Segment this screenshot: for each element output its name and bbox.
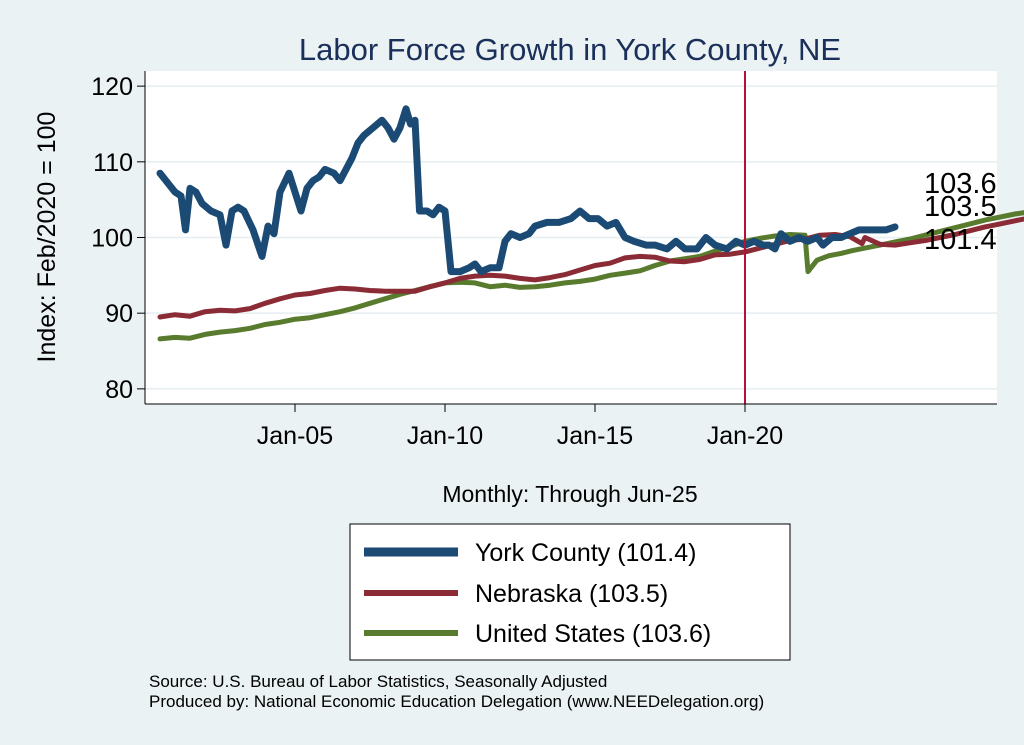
y-axis-label: Index: Feb/2020 = 100	[33, 112, 61, 363]
y-tick-label: 110	[93, 149, 133, 177]
legend-label-0: York County (101.4)	[475, 539, 696, 567]
legend-label-1: Nebraska (103.5)	[475, 580, 668, 608]
chart-title: Labor Force Growth in York County, NE	[299, 32, 841, 67]
source-note: Source: U.S. Bureau of Labor Statistics,…	[149, 672, 608, 691]
legend: York County (101.4) Nebraska (103.5) Unite…	[349, 523, 791, 661]
y-ticks: 80 90 100 110 120	[91, 73, 145, 404]
end-label-2: 103.6	[924, 168, 997, 200]
x-ticks: Jan-05 Jan-10 Jan-15 Jan-20	[257, 404, 783, 450]
series-line-0	[156, 105, 899, 276]
x-tick-label: Jan-20	[707, 422, 783, 450]
x-axis-label: Monthly: Through Jun-25	[442, 481, 697, 507]
y-tick-label: 100	[91, 225, 133, 253]
x-tick-label: Jan-05	[257, 422, 333, 450]
end-label-0: 101.4	[924, 224, 997, 256]
y-tick-label: 90	[105, 300, 133, 328]
x-tick-label: Jan-15	[557, 422, 633, 450]
series-line-1	[157, 216, 1024, 320]
x-tick-label: Jan-10	[407, 422, 483, 450]
y-tick-label: 80	[105, 376, 133, 404]
y-tick-label: 120	[91, 73, 133, 101]
producer-note: Produced by: National Economic Education…	[149, 692, 765, 711]
legend-label-2: United States (103.6)	[475, 620, 711, 648]
series-layer	[156, 105, 1024, 342]
end-label-1: 103.5	[924, 191, 997, 223]
